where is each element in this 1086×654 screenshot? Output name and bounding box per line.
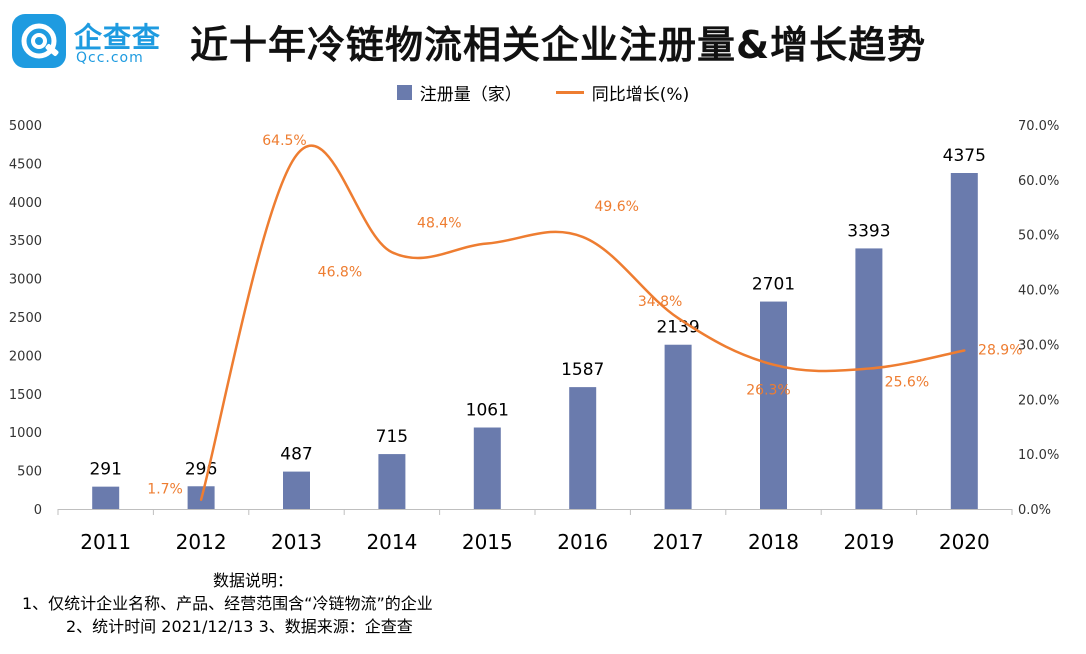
bar-value-label: 4375 <box>943 146 986 166</box>
legend-line-swatch <box>555 91 584 94</box>
left-axis-tick-label: 4500 <box>9 157 42 172</box>
logo-text-en: Qcc.com <box>76 50 144 66</box>
bar-value-label: 487 <box>280 445 312 465</box>
bar <box>855 248 883 509</box>
x-axis-category-label: 2014 <box>366 530 417 554</box>
legend-label-registrations: 注册量（家） <box>419 85 522 105</box>
growth-value-label: 25.6% <box>885 375 929 391</box>
growth-value-label: 1.7% <box>147 482 183 498</box>
right-axis-tick-label: 30.0% <box>1018 338 1059 353</box>
bar-value-label: 715 <box>376 427 408 447</box>
right-axis-tick-label: 20.0% <box>1018 393 1059 408</box>
growth-value-label: 26.3% <box>746 383 790 399</box>
bar <box>283 471 310 509</box>
growth-value-label: 28.9% <box>978 342 1022 358</box>
x-axis-category-label: 2013 <box>271 530 322 554</box>
right-axis-tick-label: 40.0% <box>1018 284 1059 299</box>
right-axis-tick-label: 70.0% <box>1018 119 1059 134</box>
left-axis-tick-label: 1000 <box>9 426 42 441</box>
left-axis-tick-label: 5000 <box>9 119 42 134</box>
logo-text-cn: 企查查 <box>74 21 162 54</box>
notes-heading: 数据说明： <box>213 571 294 590</box>
right-axis-tick-label: 10.0% <box>1018 448 1059 463</box>
bar <box>950 173 978 509</box>
qcc-logo: 企查查 Qcc.com <box>12 12 182 70</box>
left-axis-tick-label: 2500 <box>9 311 42 326</box>
x-axis-category-label: 2016 <box>557 530 608 554</box>
bar <box>760 301 787 509</box>
left-axis-tick-label: 500 <box>17 465 42 480</box>
growth-value-label: 64.5% <box>262 133 306 149</box>
growth-value-label: 46.8% <box>318 264 362 280</box>
bar-value-label: 1061 <box>466 401 509 421</box>
left-axis-tick-label: 1500 <box>9 388 42 403</box>
x-axis-category-label: 2015 <box>462 530 513 554</box>
bar-value-label: 3393 <box>847 221 890 241</box>
left-axis-tick-label: 3000 <box>9 273 42 288</box>
bar-value-label: 2701 <box>752 275 795 295</box>
page-title: 近十年冷链物流相关企业注册量&增长趋势 <box>190 23 927 67</box>
left-axis-tick-label: 0 <box>34 503 42 518</box>
x-axis-category-label: 2011 <box>80 530 131 554</box>
bar <box>92 486 120 509</box>
bar <box>473 427 501 509</box>
bar-value-label: 2139 <box>656 318 699 338</box>
x-axis-category-label: 2018 <box>748 530 799 554</box>
right-axis-tick-label: 50.0% <box>1018 229 1059 244</box>
right-axis-tick-label: 0.0% <box>1018 503 1051 518</box>
bar-value-label: 1587 <box>561 360 604 380</box>
notes-line-1: 1、仅统计企业名称、产品、经营范围含“冷链物流”的企业 <box>22 594 433 613</box>
x-axis-category-label: 2020 <box>939 530 990 554</box>
growth-value-label: 34.8% <box>638 294 682 310</box>
x-axis-category-label: 2017 <box>653 530 704 554</box>
left-axis-tick-label: 4000 <box>9 196 42 211</box>
left-axis-tick-label: 3500 <box>9 234 42 249</box>
qcc-logo-icon <box>12 14 66 68</box>
chart-legend: 注册量（家） 同比增长(%) <box>0 80 1086 105</box>
bar <box>378 454 406 509</box>
x-axis-category-label: 2012 <box>176 530 227 554</box>
legend-bar-swatch <box>396 85 412 100</box>
left-axis-tick-label: 2000 <box>9 349 42 364</box>
right-axis-tick-label: 60.0% <box>1018 174 1059 189</box>
bar-value-label: 291 <box>89 460 121 480</box>
growth-value-label: 48.4% <box>417 215 461 231</box>
growth-value-label: 49.6% <box>594 199 638 215</box>
legend-item-growth: 同比增长(%) <box>555 80 690 105</box>
notes-line-2: 2、统计时间 2021/12/13 3、数据来源：企查查 <box>66 617 413 636</box>
bar <box>664 344 692 509</box>
x-axis-category-label: 2019 <box>843 530 894 554</box>
bar <box>569 387 597 509</box>
legend-item-registrations: 注册量（家） <box>396 80 522 105</box>
growth-line <box>199 144 966 501</box>
legend-label-growth: 同比增长(%) <box>591 85 690 105</box>
bar-value-label: 296 <box>185 459 217 479</box>
